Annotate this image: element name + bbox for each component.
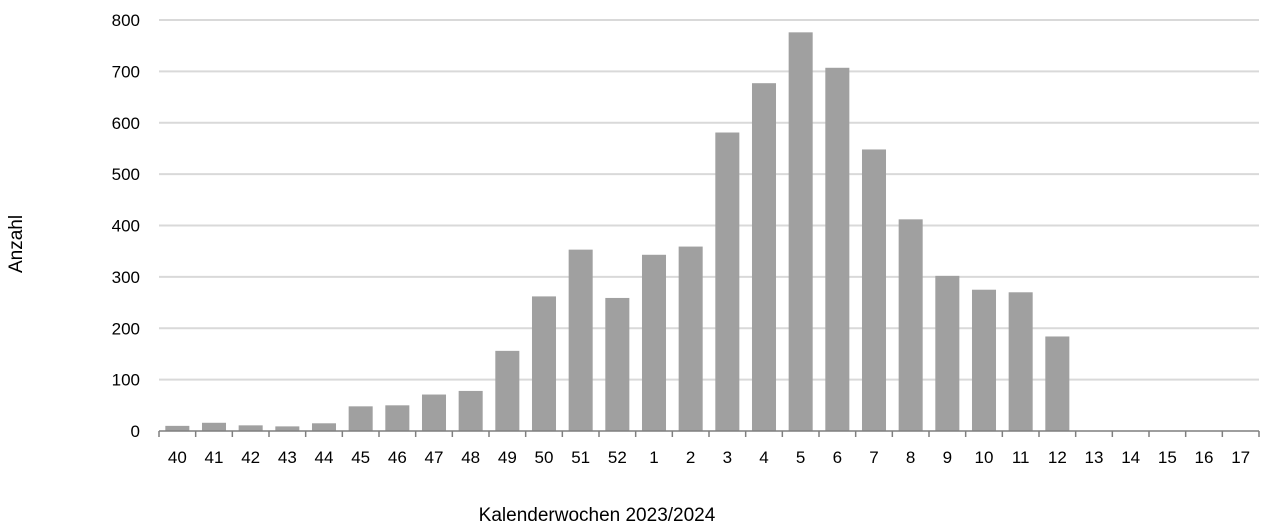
- x-tick-labels: 40 41 42 43 44 45 46 47 48 49 50 51 52 1 2 3 4 5 6 7 8 9 10 11 1…: [168, 448, 1250, 467]
- y-tick-labels: 0 100 200 300 400 500 600 700 800: [112, 11, 140, 441]
- bar-43: [275, 426, 300, 431]
- y-tick-label: 300: [112, 268, 140, 287]
- x-tick-label: 4: [759, 448, 768, 467]
- x-tick-label: 46: [388, 448, 407, 467]
- axes: [158, 430, 1260, 437]
- x-tick-label: 50: [535, 448, 554, 467]
- bar-4: [751, 83, 777, 431]
- x-tick-label: 13: [1085, 448, 1104, 467]
- x-tick-label: 10: [975, 448, 994, 467]
- x-tick-label: 40: [168, 448, 187, 467]
- x-tick-label: 5: [796, 448, 805, 467]
- x-tick-label: 11: [1012, 448, 1030, 467]
- y-axis-title: Anzahl: [6, 215, 27, 273]
- y-tick-label: 100: [112, 371, 140, 390]
- bar-9: [935, 275, 960, 431]
- x-tick-label: 43: [278, 448, 297, 467]
- bar-6: [825, 67, 850, 431]
- x-tick-label: 2: [686, 448, 695, 467]
- x-tick-label: 16: [1195, 448, 1214, 467]
- bar-48: [458, 390, 483, 431]
- bar-7: [861, 149, 887, 431]
- x-tick-label: 7: [869, 448, 878, 467]
- bar-40: [165, 425, 190, 431]
- x-tick-label: 3: [723, 448, 732, 467]
- y-tick-label: 200: [112, 319, 140, 338]
- y-tick-label: 700: [112, 62, 140, 81]
- x-tick-label: 51: [571, 448, 590, 467]
- x-tick-label: 49: [498, 448, 517, 467]
- x-tick-label: 12: [1048, 448, 1067, 467]
- x-tick-label: 17: [1231, 448, 1250, 467]
- bar-46: [385, 405, 410, 431]
- bar-42: [238, 425, 263, 431]
- y-tick-label: 400: [112, 217, 140, 236]
- x-tick-label: 9: [943, 448, 952, 467]
- y-tick-label: 800: [112, 11, 140, 30]
- y-tick-label: 0: [131, 422, 140, 441]
- bar-3: [715, 132, 740, 432]
- bar-5: [788, 32, 813, 432]
- bar-12: [1045, 336, 1070, 431]
- x-tick-label: 52: [608, 448, 627, 467]
- bar-2: [678, 246, 703, 431]
- x-tick-label: 42: [241, 448, 260, 467]
- bar-10: [971, 289, 997, 431]
- bar-49: [495, 350, 520, 431]
- x-tick-label: 47: [425, 448, 444, 467]
- bar-50: [531, 296, 557, 431]
- y-tick-label: 600: [112, 114, 140, 133]
- bar-11: [1008, 292, 1033, 431]
- x-tick-label: 45: [351, 448, 370, 467]
- x-tick-label: 1: [649, 448, 658, 467]
- bar-45: [348, 406, 373, 431]
- x-tick-label: 41: [205, 448, 224, 467]
- bar-8: [898, 219, 923, 431]
- gridlines: [159, 19, 1259, 381]
- bar-52: [605, 297, 630, 431]
- x-tick-label: 8: [906, 448, 915, 467]
- x-tick-label: 14: [1121, 448, 1140, 467]
- bar-1: [641, 254, 667, 431]
- x-tick-label: 44: [315, 448, 334, 467]
- bar-51: [568, 249, 593, 431]
- bar-47: [421, 394, 447, 431]
- x-axis-title: Kalenderwochen 2023/2024: [479, 505, 716, 526]
- bar-44: [311, 423, 337, 431]
- bar-41: [201, 422, 227, 431]
- x-tick-label: 15: [1158, 448, 1177, 467]
- x-tick-label: 48: [461, 448, 480, 467]
- y-tick-label: 500: [112, 165, 140, 184]
- bars: [165, 32, 1070, 432]
- x-tick-label: 6: [833, 448, 842, 467]
